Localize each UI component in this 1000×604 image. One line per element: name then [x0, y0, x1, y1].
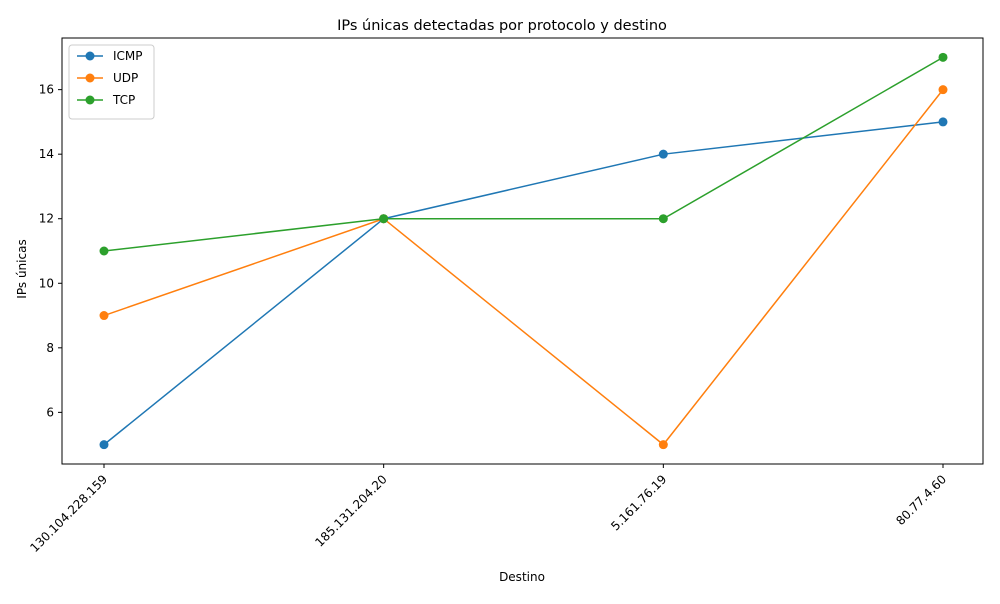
- legend-swatch-marker: [85, 95, 95, 105]
- data-point-udp: [938, 85, 948, 95]
- legend-item-udp: UDP: [77, 71, 138, 85]
- series-layer: [99, 52, 948, 450]
- x-axis-title: Destino: [499, 570, 545, 584]
- data-point-tcp: [938, 52, 948, 62]
- series-line-tcp: [103, 56, 944, 252]
- x-tick-label: 5.161.76.19: [608, 472, 669, 533]
- chart-title: IPs únicas detectadas por protocolo y de…: [337, 18, 667, 34]
- series-udp: [99, 85, 948, 450]
- legend: ICMP UDP TCP: [68, 44, 155, 120]
- data-point-icmp: [938, 117, 948, 127]
- plot-frame: [61, 37, 984, 465]
- y-tick-label: 6: [46, 405, 54, 419]
- x-tick-label: 130.104.228.159: [27, 472, 110, 555]
- series-icmp: [99, 117, 948, 450]
- legend-label: TCP: [112, 93, 135, 107]
- data-point-icmp: [99, 440, 109, 450]
- x-axis-ticks: 130.104.228.159 185.131.204.20 5.161.76.19…: [27, 464, 949, 555]
- legend-swatch-marker: [85, 73, 95, 83]
- series-line-udp: [103, 89, 944, 446]
- y-tick-label: 14: [39, 147, 54, 161]
- data-point-tcp: [379, 214, 389, 224]
- legend-item-tcp: TCP: [77, 93, 135, 107]
- x-tick-label: 80.77.4.60: [893, 472, 949, 528]
- y-tick-label: 8: [46, 341, 54, 355]
- legend-item-icmp: ICMP: [77, 49, 143, 63]
- data-point-tcp: [658, 214, 668, 224]
- y-tick-label: 16: [39, 83, 54, 97]
- x-tick-label: 185.131.204.20: [312, 472, 389, 549]
- y-tick-label: 12: [39, 212, 54, 226]
- series-line-icmp: [103, 121, 944, 446]
- data-point-tcp: [99, 246, 109, 256]
- data-point-udp: [99, 311, 109, 321]
- data-point-udp: [658, 440, 668, 450]
- legend-label: UDP: [113, 71, 138, 85]
- legend-label: ICMP: [113, 49, 143, 63]
- y-axis-title: IPs únicas: [15, 239, 29, 298]
- legend-swatch-marker: [85, 51, 95, 61]
- series-tcp: [99, 52, 948, 256]
- y-tick-label: 10: [39, 276, 54, 290]
- data-point-icmp: [658, 149, 668, 159]
- y-axis-ticks: 6 8 10 12 14 16: [39, 83, 62, 419]
